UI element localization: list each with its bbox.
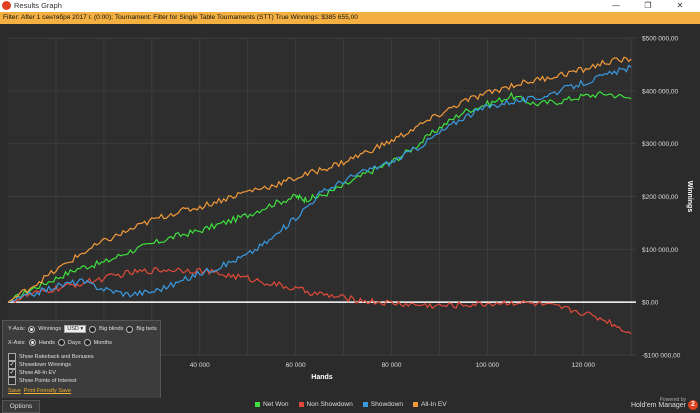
- legend-item: Showdown: [362, 401, 403, 408]
- big-bets-label: Big bets: [136, 326, 157, 332]
- days-label: Days: [67, 339, 81, 346]
- x-axis-row: X-Axis: Hands Days Months: [8, 339, 112, 346]
- showdown-row[interactable]: ✓ Showdown Winnings: [8, 361, 71, 369]
- y-tick-label: -$100 000,00: [642, 353, 681, 360]
- legend-swatch: [413, 402, 418, 407]
- series-line-non-showdown: [7, 267, 632, 335]
- window-title: Results Graph: [14, 1, 62, 10]
- legend-label: Net Won: [263, 401, 289, 408]
- rakeback-checkbox[interactable]: [8, 353, 16, 361]
- legend-item: All-In EV: [413, 401, 447, 408]
- legend-label: Showdown: [370, 401, 403, 408]
- winnings-label: Winnings: [38, 326, 62, 332]
- poi-label: Show Points of Interest: [19, 378, 77, 384]
- legend-swatch: [298, 402, 304, 407]
- filter-bar: Filter: After 1 сентября 2017 г. (0:00);…: [0, 12, 700, 24]
- poi-row[interactable]: Show Points of Interest: [8, 377, 77, 385]
- bottom-bar: [0, 398, 700, 412]
- legend-item: Non Showdown: [298, 401, 353, 408]
- legend-swatch: [362, 402, 368, 407]
- currency-select[interactable]: USD ▾: [64, 325, 87, 333]
- days-radio[interactable]: [57, 339, 65, 346]
- y-axis-option-label: Y-Axis:: [8, 326, 26, 332]
- brand: Powered by Hold'em Manager: [631, 397, 686, 409]
- currency-value: USD: [67, 326, 79, 332]
- maximize-button[interactable]: ❐: [644, 1, 652, 10]
- big-blinds-radio[interactable]: [89, 325, 97, 333]
- legend-item: Net Won: [255, 401, 289, 408]
- hands-radio[interactable]: [28, 339, 36, 346]
- x-tick-label: 60 000: [286, 362, 306, 369]
- brand-logo-icon: 2: [688, 400, 698, 410]
- minimize-button[interactable]: —: [612, 1, 620, 10]
- save-row: Save Print Friendly Save: [8, 388, 71, 394]
- window-controls: — ❐ ✕: [600, 0, 696, 12]
- y-axis-label: Winnings: [686, 181, 693, 213]
- series-line-net-won: [7, 90, 632, 303]
- big-bets-radio[interactable]: [126, 325, 134, 333]
- app-icon: [2, 1, 11, 10]
- y-tick-label: $200 000,00: [642, 194, 679, 201]
- x-tick-label: 40 000: [190, 362, 210, 369]
- x-tick-label: 80 000: [382, 362, 402, 369]
- y-axis-row: Y-Axis: Winnings USD ▾ Big blinds Big be…: [8, 325, 157, 333]
- winnings-radio[interactable]: [28, 325, 36, 333]
- y-tick-label: $0,00: [642, 300, 659, 307]
- x-tick-label: 100 000: [476, 362, 500, 369]
- series-line-showdown: [7, 64, 632, 303]
- allin-ev-row[interactable]: ✓ Show All-In EV: [8, 369, 56, 377]
- y-tick-label: $300 000,00: [642, 141, 679, 148]
- months-radio[interactable]: [83, 339, 91, 346]
- rakeback-label: Show Rakeback and Bonuses: [19, 354, 94, 360]
- allin-ev-label: Show All-In EV: [19, 370, 56, 376]
- options-panel: Y-Axis: Winnings USD ▾ Big blinds Big be…: [2, 320, 161, 400]
- poi-checkbox[interactable]: [8, 377, 16, 385]
- y-tick-label: $100 000,00: [642, 247, 679, 254]
- save-link[interactable]: Save: [8, 388, 21, 394]
- hands-label: Hands: [38, 339, 55, 346]
- allin-ev-checkbox[interactable]: ✓: [8, 369, 16, 377]
- rakeback-row[interactable]: Show Rakeback and Bonuses: [8, 353, 94, 361]
- y-tick-label: $400 000,00: [642, 88, 679, 95]
- powered-by-text: Powered by: [659, 397, 686, 403]
- legend-label: Non Showdown: [306, 401, 353, 408]
- series-line-all-in-ev: [7, 56, 632, 303]
- print-friendly-save-link[interactable]: Print Friendly Save: [23, 388, 72, 394]
- chart-svg: $500 000,00 $400 000,00 $300 000,00 $200 00…: [7, 36, 693, 381]
- x-axis-label: Hands: [311, 374, 333, 381]
- months-label: Months: [93, 339, 112, 346]
- legend-swatch: [255, 402, 260, 407]
- showdown-checkbox[interactable]: ✓: [8, 361, 16, 369]
- big-blinds-label: Big blinds: [99, 326, 124, 332]
- chart-legend: Net Won Non Showdown Showdown All-In EV: [255, 401, 447, 408]
- legend-label: All-In EV: [421, 401, 447, 408]
- y-tick-label: $500 000,00: [642, 36, 679, 43]
- options-button[interactable]: Options: [2, 400, 40, 413]
- filter-text: Filter: After 1 сентября 2017 г. (0:00);…: [3, 14, 358, 21]
- showdown-label: Showdown Winnings: [19, 362, 71, 368]
- x-tick-label: 120 000: [572, 362, 596, 369]
- x-axis-option-label: X-Axis:: [8, 339, 26, 346]
- brand-name: Hold'em Manager: [630, 402, 686, 409]
- close-button[interactable]: ✕: [676, 1, 684, 10]
